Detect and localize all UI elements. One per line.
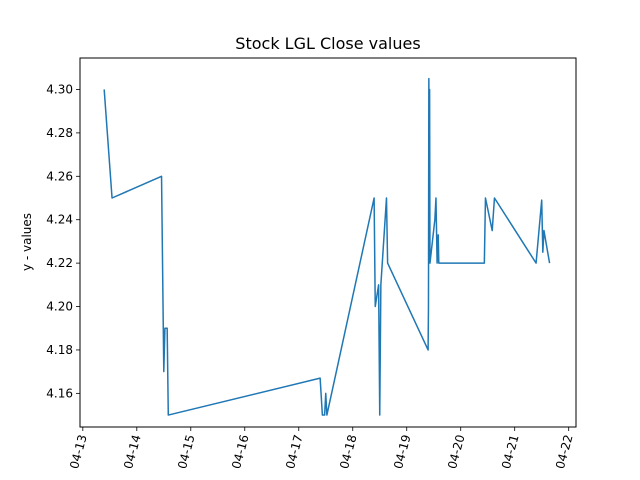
y-tick-label: 4.18	[46, 343, 73, 357]
y-tick-label: 4.20	[46, 300, 73, 314]
y-axis: 4.16 4.18 4.20 4.22 4.24 4.26 4.28 4.30	[46, 82, 80, 400]
y-tick-label: 4.16	[46, 386, 73, 400]
y-tick-label: 4.28	[46, 126, 73, 140]
series-line-0	[103, 77, 551, 416]
y-tick-label: 4.26	[46, 169, 73, 183]
y-tick-label: 4.24	[46, 213, 73, 227]
plot-frame	[79, 57, 577, 428]
chart-title: Stock LGL Close values	[235, 34, 420, 53]
y-tick-label: 4.30	[46, 82, 73, 96]
series-layer	[103, 77, 551, 416]
y-tick-label: 4.22	[46, 256, 73, 270]
y-axis-label: y - values	[20, 213, 34, 271]
